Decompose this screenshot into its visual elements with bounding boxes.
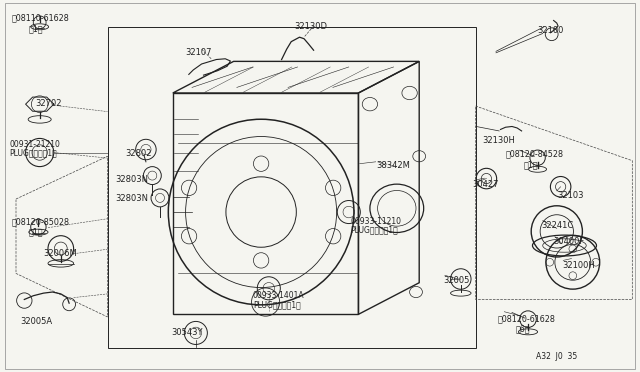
Text: Ⓑ08110-61628: Ⓑ08110-61628	[12, 13, 69, 22]
Text: 32100H: 32100H	[562, 261, 595, 270]
Text: 32130D: 32130D	[294, 22, 328, 31]
Text: 00933-11210: 00933-11210	[351, 217, 402, 225]
Text: Ⓑ08120-61628: Ⓑ08120-61628	[498, 314, 556, 323]
Text: Ⓑ08120-85028: Ⓑ08120-85028	[12, 218, 70, 227]
Text: PLUGプラグ（1）: PLUGプラグ（1）	[10, 149, 58, 158]
Text: 32803N: 32803N	[115, 194, 148, 203]
Text: （6）: （6）	[515, 324, 530, 333]
Text: 00933-1401A: 00933-1401A	[253, 291, 305, 300]
Text: 00931-21210: 00931-21210	[10, 140, 60, 148]
Text: 32241C: 32241C	[541, 221, 573, 230]
Text: 32100: 32100	[538, 26, 564, 35]
Text: 32803N: 32803N	[115, 175, 148, 184]
Bar	[108, 27, 476, 348]
Text: （1）: （1）	[524, 160, 538, 169]
Text: 32802: 32802	[125, 149, 151, 158]
Text: 32005: 32005	[444, 276, 470, 285]
Text: 38342M: 38342M	[376, 161, 410, 170]
Text: 30543Y: 30543Y	[172, 328, 203, 337]
Text: 32702: 32702	[35, 99, 61, 108]
Text: 32107: 32107	[186, 48, 212, 57]
Text: 32006M: 32006M	[44, 249, 77, 258]
Text: 32103: 32103	[557, 191, 583, 200]
Text: 30400F: 30400F	[554, 237, 585, 246]
Text: A32  J0  35: A32 J0 35	[536, 352, 577, 360]
Text: 32005A: 32005A	[20, 317, 52, 326]
Text: PLUGプラグ（1）: PLUGプラグ（1）	[351, 226, 399, 235]
Text: （1）: （1）	[29, 24, 44, 33]
Text: PLUGプラグ（1）: PLUGプラグ（1）	[253, 300, 301, 309]
Text: 32130H: 32130H	[482, 136, 515, 145]
Text: Ⓑ08120-84528: Ⓑ08120-84528	[506, 150, 564, 158]
Text: 30427: 30427	[472, 180, 499, 189]
Text: （1）: （1）	[29, 228, 44, 237]
